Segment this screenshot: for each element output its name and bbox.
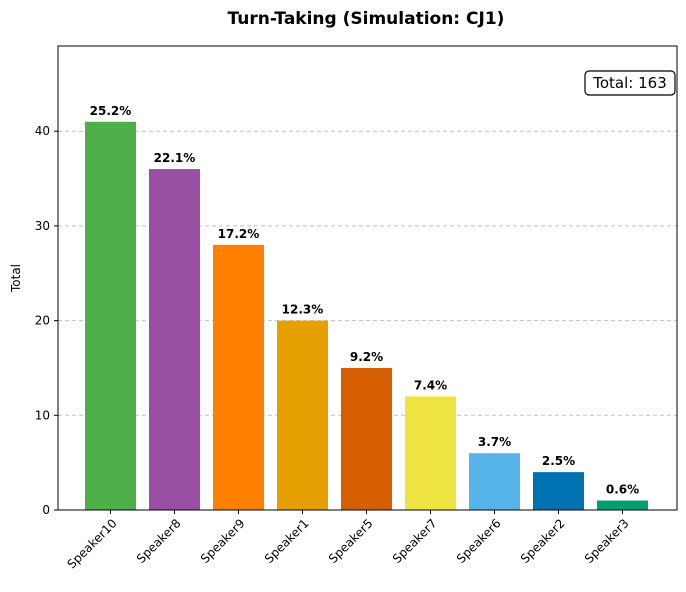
chart-title: Turn-Taking (Simulation: CJ1) xyxy=(228,9,505,29)
total-box xyxy=(584,70,676,96)
y-axis: 0 10 20 30 40 xyxy=(35,124,58,517)
data-label: 17.2% xyxy=(218,227,260,241)
x-tick-label: Speaker8 xyxy=(134,516,184,566)
bar xyxy=(341,367,392,510)
x-tick-label: Speaker3 xyxy=(582,516,632,566)
data-label: 3.7% xyxy=(478,435,511,449)
data-label: 12.3% xyxy=(282,303,324,317)
bar xyxy=(213,244,264,510)
y-tick-label: 20 xyxy=(35,314,50,328)
x-tick-label: Speaker1 xyxy=(262,516,312,566)
y-axis-label: Total xyxy=(9,264,23,293)
data-label: 25.2% xyxy=(90,104,132,118)
bar xyxy=(149,169,200,510)
bar xyxy=(277,320,328,510)
y-tick-label: 40 xyxy=(35,124,50,138)
total-text: Total: 163 xyxy=(592,74,666,92)
data-label: 22.1% xyxy=(154,151,196,165)
x-tick-label: Speaker10 xyxy=(64,516,119,571)
bars xyxy=(85,121,648,511)
y-tick-label: 30 xyxy=(35,219,50,233)
x-tick-label: Speaker2 xyxy=(518,516,568,566)
x-axis: Speaker10 Speaker8 Speaker9 Speaker1 Speaker… xyxy=(64,510,632,571)
bar xyxy=(405,396,456,510)
plot-frame xyxy=(57,45,678,511)
data-label: 7.4% xyxy=(414,378,447,392)
bar xyxy=(85,121,136,511)
y-tick-label: 10 xyxy=(35,408,50,422)
x-tick-label: Speaker5 xyxy=(326,516,376,566)
data-label: 2.5% xyxy=(542,454,575,468)
data-labels: 25.2% 22.1% 17.2% 12.3% 9.2% 7.4% 3.7% 2.5% 0.6% xyxy=(90,104,639,497)
total-annotation: Total: 163 xyxy=(584,70,676,96)
bar xyxy=(533,472,584,510)
bar xyxy=(469,453,520,510)
x-tick-label: Speaker7 xyxy=(390,516,440,566)
x-tick-label: Speaker9 xyxy=(198,516,248,566)
bar xyxy=(597,500,648,510)
y-tick-label: 0 xyxy=(42,503,50,517)
data-label: 9.2% xyxy=(350,350,383,364)
data-label: 0.6% xyxy=(606,483,639,497)
x-tick-label: Speaker6 xyxy=(454,516,504,566)
